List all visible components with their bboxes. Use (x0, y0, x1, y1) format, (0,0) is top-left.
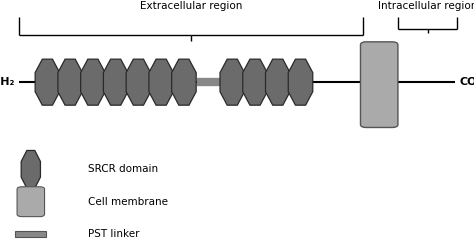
Polygon shape (81, 59, 105, 105)
FancyBboxPatch shape (360, 42, 398, 127)
Polygon shape (288, 59, 313, 105)
Text: SRCR domain: SRCR domain (88, 164, 158, 174)
Polygon shape (103, 59, 128, 105)
Text: NH₂: NH₂ (0, 77, 14, 87)
Polygon shape (265, 59, 290, 105)
Polygon shape (220, 59, 245, 105)
FancyBboxPatch shape (17, 187, 45, 217)
Text: PST linker: PST linker (88, 229, 139, 239)
Text: Cell membrane: Cell membrane (88, 197, 168, 207)
Polygon shape (58, 59, 82, 105)
Polygon shape (126, 59, 151, 105)
Polygon shape (243, 59, 267, 105)
Polygon shape (21, 150, 40, 188)
FancyBboxPatch shape (15, 231, 46, 237)
Polygon shape (35, 59, 60, 105)
Polygon shape (149, 59, 173, 105)
Text: COOH: COOH (460, 77, 474, 87)
Polygon shape (172, 59, 196, 105)
Text: Intracellular region: Intracellular region (378, 1, 474, 11)
Text: Extracellular region: Extracellular region (140, 1, 242, 11)
